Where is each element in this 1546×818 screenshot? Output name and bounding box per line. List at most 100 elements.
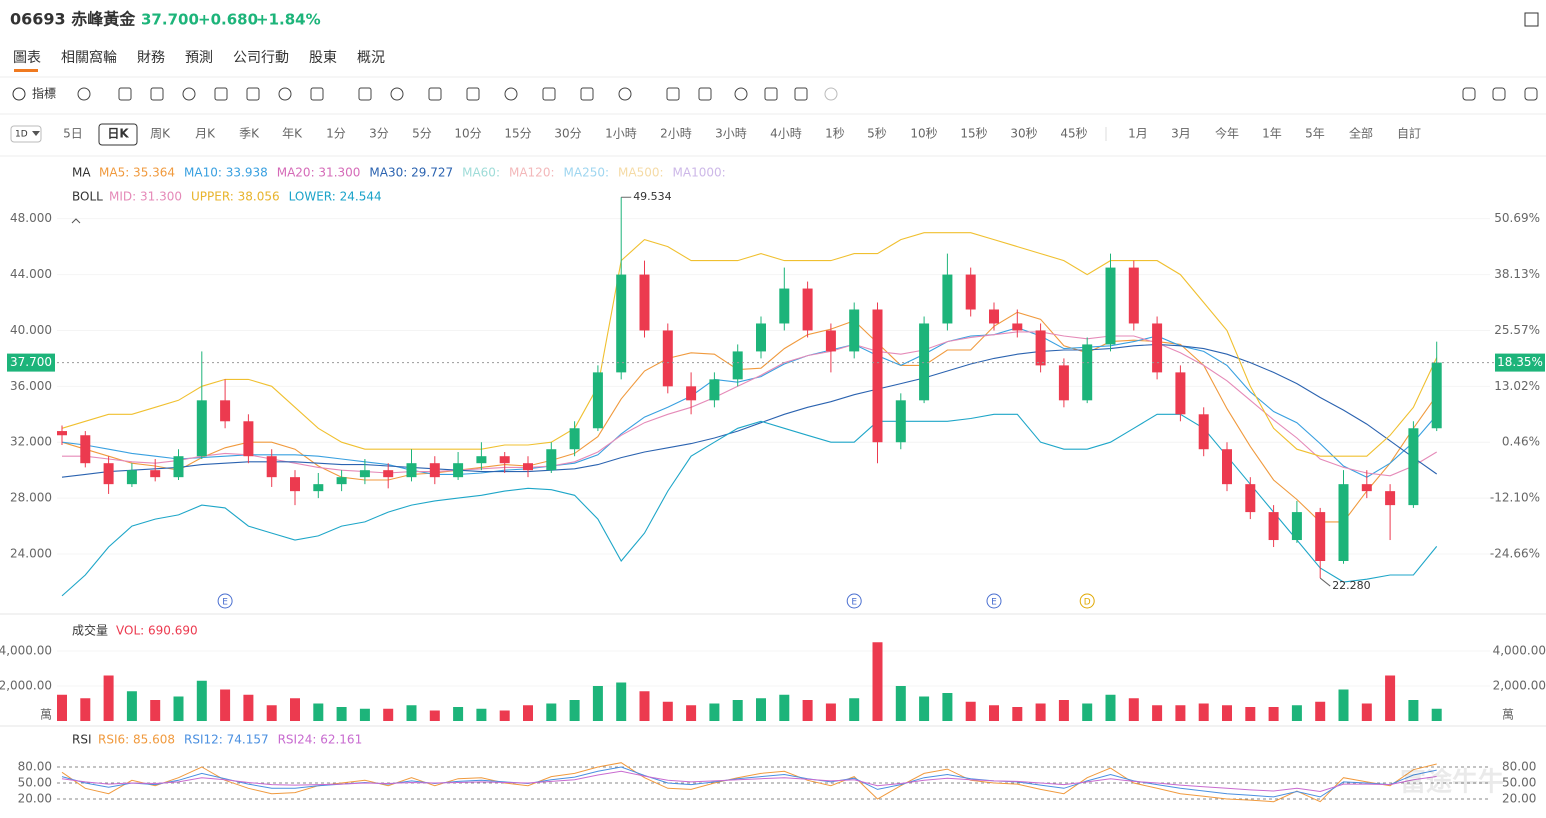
period[interactable]: 2小時 bbox=[660, 127, 692, 141]
candle-body bbox=[1082, 344, 1093, 401]
period[interactable]: 10分 bbox=[454, 127, 481, 141]
y-tick-label: 28.000 bbox=[10, 491, 52, 505]
tool-icon[interactable] bbox=[358, 87, 372, 101]
collapse-caret[interactable] bbox=[71, 218, 81, 224]
volume-bar bbox=[686, 705, 697, 721]
volume-bar bbox=[849, 698, 860, 721]
rsi-title: RSI bbox=[72, 733, 92, 747]
tool-icon[interactable] bbox=[390, 87, 404, 101]
event-marker[interactable] bbox=[217, 593, 233, 609]
candle-body bbox=[1198, 414, 1209, 450]
tool-icon[interactable] bbox=[1524, 87, 1538, 101]
period[interactable]: 季K bbox=[239, 127, 260, 141]
tab[interactable]: 股東 bbox=[309, 50, 337, 66]
tool-icon[interactable] bbox=[542, 87, 556, 101]
indicator-line bbox=[61, 232, 1438, 457]
period[interactable]: 45秒 bbox=[1060, 127, 1087, 141]
tab[interactable]: 預測 bbox=[185, 50, 213, 66]
tool-icon[interactable] bbox=[734, 87, 748, 101]
period[interactable]: 30分 bbox=[554, 127, 581, 141]
period[interactable]: 1年 bbox=[1262, 127, 1282, 141]
period[interactable]: 30秒 bbox=[1010, 127, 1037, 141]
volume-bar bbox=[1315, 701, 1326, 721]
period[interactable]: 1秒 bbox=[825, 127, 845, 141]
tool-icon[interactable] bbox=[246, 87, 260, 101]
candle-body bbox=[1175, 372, 1186, 415]
tool-icon[interactable] bbox=[1492, 87, 1506, 101]
volume-bar bbox=[1291, 705, 1302, 721]
candle-body bbox=[429, 463, 440, 478]
period-select[interactable] bbox=[10, 125, 42, 143]
event-marker[interactable] bbox=[986, 593, 1002, 609]
tool-icon[interactable] bbox=[214, 87, 228, 101]
period[interactable]: 5日 bbox=[63, 127, 83, 141]
period[interactable]: 全部 bbox=[1349, 126, 1373, 141]
candle-body bbox=[989, 309, 999, 324]
period[interactable]: 月K bbox=[195, 127, 216, 141]
period[interactable]: 10秒 bbox=[910, 127, 937, 141]
event-label: D bbox=[1084, 598, 1091, 608]
tool-icon[interactable] bbox=[794, 87, 808, 101]
volume-bar bbox=[569, 700, 580, 721]
volume-bar bbox=[616, 682, 627, 721]
tool-icon[interactable] bbox=[666, 87, 680, 101]
last-price-label: 37.700 bbox=[10, 355, 52, 369]
period[interactable]: 周K bbox=[150, 127, 171, 141]
tool-icon[interactable] bbox=[504, 87, 518, 101]
indicator-button[interactable]: 指標 bbox=[32, 86, 56, 101]
period[interactable]: 15秒 bbox=[960, 127, 987, 141]
extreme-label: 49.534 bbox=[633, 190, 672, 203]
period[interactable]: 5年 bbox=[1305, 127, 1325, 141]
period[interactable]: 3小時 bbox=[715, 127, 747, 141]
price: 37.700 bbox=[141, 11, 199, 29]
tab[interactable]: 公司行動 bbox=[233, 50, 289, 66]
tab[interactable]: 相關窩輪 bbox=[61, 49, 117, 66]
tool-icon[interactable] bbox=[182, 87, 196, 101]
candle-body bbox=[709, 379, 720, 401]
tool-icon[interactable] bbox=[580, 87, 594, 101]
period[interactable]: 年K bbox=[282, 127, 303, 141]
candle-body bbox=[336, 477, 347, 485]
period[interactable]: 3分 bbox=[369, 127, 389, 141]
tab[interactable]: 圖表 bbox=[13, 50, 41, 66]
period[interactable]: 自訂 bbox=[1397, 126, 1421, 141]
candle-body bbox=[1291, 512, 1302, 541]
tool-icon[interactable] bbox=[466, 87, 480, 101]
watermark: 富途牛牛 bbox=[1400, 767, 1504, 798]
period[interactable]: 15分 bbox=[504, 127, 531, 141]
candle-body bbox=[1058, 365, 1069, 401]
tool-icon[interactable] bbox=[278, 87, 292, 101]
event-marker[interactable] bbox=[846, 593, 862, 609]
period[interactable]: 4小時 bbox=[770, 127, 802, 141]
rsi-tick-label-right: 80.00 bbox=[1502, 759, 1536, 773]
tool-icon[interactable] bbox=[1462, 87, 1476, 101]
period[interactable]: 1月 bbox=[1128, 127, 1148, 141]
tab[interactable]: 財務 bbox=[137, 50, 165, 66]
period[interactable]: 1分 bbox=[326, 127, 346, 141]
period[interactable]: 5秒 bbox=[867, 127, 887, 141]
period[interactable]: 5分 bbox=[412, 127, 432, 141]
tool-icon[interactable] bbox=[618, 87, 632, 101]
legend-item: MA30: 29.727 bbox=[369, 166, 453, 180]
tool-icon[interactable] bbox=[824, 87, 838, 101]
tool-icon[interactable] bbox=[428, 87, 442, 101]
candle-body bbox=[1128, 267, 1139, 324]
period[interactable]: 3月 bbox=[1171, 127, 1191, 141]
period[interactable]: 1小時 bbox=[605, 127, 637, 141]
tab[interactable]: 概況 bbox=[357, 50, 385, 66]
tool-icon[interactable] bbox=[77, 87, 91, 101]
indicator-icon[interactable] bbox=[12, 87, 26, 101]
candle-body bbox=[173, 456, 184, 478]
tool-icon[interactable] bbox=[698, 87, 712, 101]
period[interactable]: 日K bbox=[107, 127, 129, 141]
tool-icon[interactable] bbox=[764, 87, 778, 101]
tool-icon[interactable] bbox=[118, 87, 132, 101]
period[interactable]: 今年 bbox=[1215, 126, 1239, 141]
volume-bar bbox=[499, 710, 510, 721]
tool-icon[interactable] bbox=[310, 87, 324, 101]
candle-body bbox=[1338, 484, 1349, 562]
collapse-icon[interactable] bbox=[1524, 12, 1539, 27]
event-marker[interactable] bbox=[1079, 593, 1095, 609]
tool-icon[interactable] bbox=[150, 87, 164, 101]
